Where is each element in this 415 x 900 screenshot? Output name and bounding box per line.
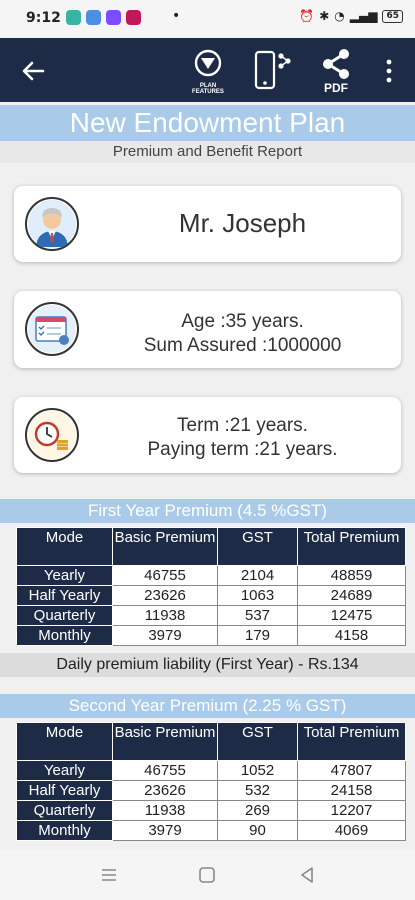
pdf-share-button[interactable]: PDF (314, 48, 358, 98)
second-year-premium-table: Mode Basic Premium GST Total Premium Yea… (16, 722, 406, 841)
gst-cell: 1063 (217, 585, 298, 606)
column-header: Basic Premium (112, 722, 218, 761)
mode-cell: Quarterly (16, 800, 113, 821)
plan-features-icon (194, 49, 222, 77)
basic-premium-cell: 3979 (112, 820, 218, 841)
customer-name: Mr. Joseph (178, 208, 307, 238)
age-text: Age :35 years. (181, 311, 304, 332)
report-subtitle: Premium and Benefit Report (0, 141, 415, 163)
table-row: Half Yearly 23626 1063 24689 (16, 585, 406, 606)
recent-apps-icon[interactable] (98, 864, 120, 886)
mode-cell: Yearly (16, 760, 113, 781)
gst-cell: 1052 (217, 760, 298, 781)
total-premium-cell: 4158 (297, 625, 406, 646)
total-premium-cell: 47807 (297, 760, 406, 781)
system-navigation-bar (0, 850, 415, 900)
first-year-premium-heading: First Year Premium (4.5 %GST) (0, 499, 415, 523)
table-row: Quarterly 11938 537 12475 (16, 605, 406, 626)
notification-app-icon (86, 10, 101, 25)
more-options-icon[interactable] (380, 58, 398, 84)
gst-cell: 532 (217, 780, 298, 801)
first-year-premium-table: Mode Basic Premium GST Total Premium Yea… (16, 527, 406, 646)
mode-cell: Half Yearly (16, 585, 113, 606)
signal-icon: ▂▄▆ (349, 9, 378, 23)
total-premium-cell: 12207 (297, 800, 406, 821)
basic-premium-cell: 23626 (112, 780, 218, 801)
notification-app-icon (106, 10, 121, 25)
gst-cell: 269 (217, 800, 298, 821)
mode-cell: Monthly (16, 625, 113, 646)
term-text: Term :21 years. Paying term :21 years. (84, 414, 401, 462)
basic-premium-cell: 46755 (112, 565, 218, 586)
paying-term-value: Paying term :21 years. (147, 439, 338, 460)
customer-name-card: Mr. Joseph (14, 186, 401, 262)
gst-cell: 90 (217, 820, 298, 841)
table-row: Monthly 3979 90 4069 (16, 820, 406, 841)
clock-coins-icon (25, 408, 79, 462)
total-premium-cell: 24158 (297, 780, 406, 801)
status-bar: 9:12 • ⏰ ✱ ◔ ▂▄▆ 65 (0, 0, 415, 38)
table-header-row: Mode Basic Premium GST Total Premium (16, 527, 406, 566)
plan-features-button[interactable]: PLAN FEATURES (186, 48, 230, 96)
system-icons: ⏰ ✱ ◔ ▂▄▆ 65 (299, 9, 403, 23)
total-premium-cell: 12475 (297, 605, 406, 626)
sum-assured-text: Sum Assured :1000000 (143, 335, 342, 356)
table-row: Yearly 46755 1052 47807 (16, 760, 406, 781)
plan-features-label: PLAN FEATURES (192, 83, 224, 95)
column-header: GST (217, 722, 298, 761)
age-sum-assured-card: Age :35 years. Sum Assured :1000000 (14, 291, 401, 368)
document-checklist-icon (25, 302, 79, 356)
table-row: Monthly 3979 179 4158 (16, 625, 406, 646)
column-header: Total Premium (297, 527, 406, 566)
share-phone-icon[interactable] (250, 48, 294, 94)
age-sum-assured-text: Age :35 years. Sum Assured :1000000 (84, 310, 401, 358)
plan-title: New Endowment Plan (0, 105, 415, 141)
back-arrow-icon[interactable] (18, 56, 48, 86)
table-row: Quarterly 11938 269 12207 (16, 800, 406, 821)
status-time: 9:12 (26, 10, 61, 26)
mode-cell: Monthly (16, 820, 113, 841)
notification-icons (66, 10, 141, 25)
mode-cell: Quarterly (16, 605, 113, 626)
second-year-premium-heading: Second Year Premium (2.25 % GST) (0, 694, 415, 718)
app-bar: PLAN FEATURES PDF (0, 38, 415, 102)
back-nav-icon[interactable] (296, 864, 318, 886)
daily-premium-liability: Daily premium liability (First Year) - R… (0, 653, 415, 677)
gst-cell: 179 (217, 625, 298, 646)
share-icon (323, 49, 349, 79)
more-notifications-dot: • (172, 8, 181, 24)
basic-premium-cell: 23626 (112, 585, 218, 606)
wifi-icon: ◔ (334, 9, 345, 23)
alarm-icon: ⏰ (299, 9, 315, 23)
column-header: GST (217, 527, 298, 566)
bluetooth-icon: ✱ (319, 9, 330, 23)
gst-cell: 537 (217, 605, 298, 626)
battery-icon: 65 (382, 9, 403, 23)
total-premium-cell: 48859 (297, 565, 406, 586)
total-premium-cell: 24689 (297, 585, 406, 606)
mode-cell: Yearly (16, 565, 113, 586)
term-card: Term :21 years. Paying term :21 years. (14, 397, 401, 473)
column-header: Basic Premium (112, 527, 218, 566)
column-header: Total Premium (297, 722, 406, 761)
basic-premium-cell: 3979 (112, 625, 218, 646)
column-header: Mode (16, 527, 113, 566)
basic-premium-cell: 11938 (112, 800, 218, 821)
column-header: Mode (16, 722, 113, 761)
table-row: Half Yearly 23626 532 24158 (16, 780, 406, 801)
notification-app-icon (126, 10, 141, 25)
total-premium-cell: 4069 (297, 820, 406, 841)
basic-premium-cell: 11938 (112, 605, 218, 626)
basic-premium-cell: 46755 (112, 760, 218, 781)
home-icon[interactable] (196, 864, 218, 886)
pdf-label: PDF (324, 81, 348, 95)
gst-cell: 2104 (217, 565, 298, 586)
person-avatar-icon (25, 197, 79, 251)
notification-app-icon (66, 10, 81, 25)
table-row: Yearly 46755 2104 48859 (16, 565, 406, 586)
table-header-row: Mode Basic Premium GST Total Premium (16, 722, 406, 761)
mode-cell: Half Yearly (16, 780, 113, 801)
term-value: Term :21 years. (177, 415, 308, 436)
